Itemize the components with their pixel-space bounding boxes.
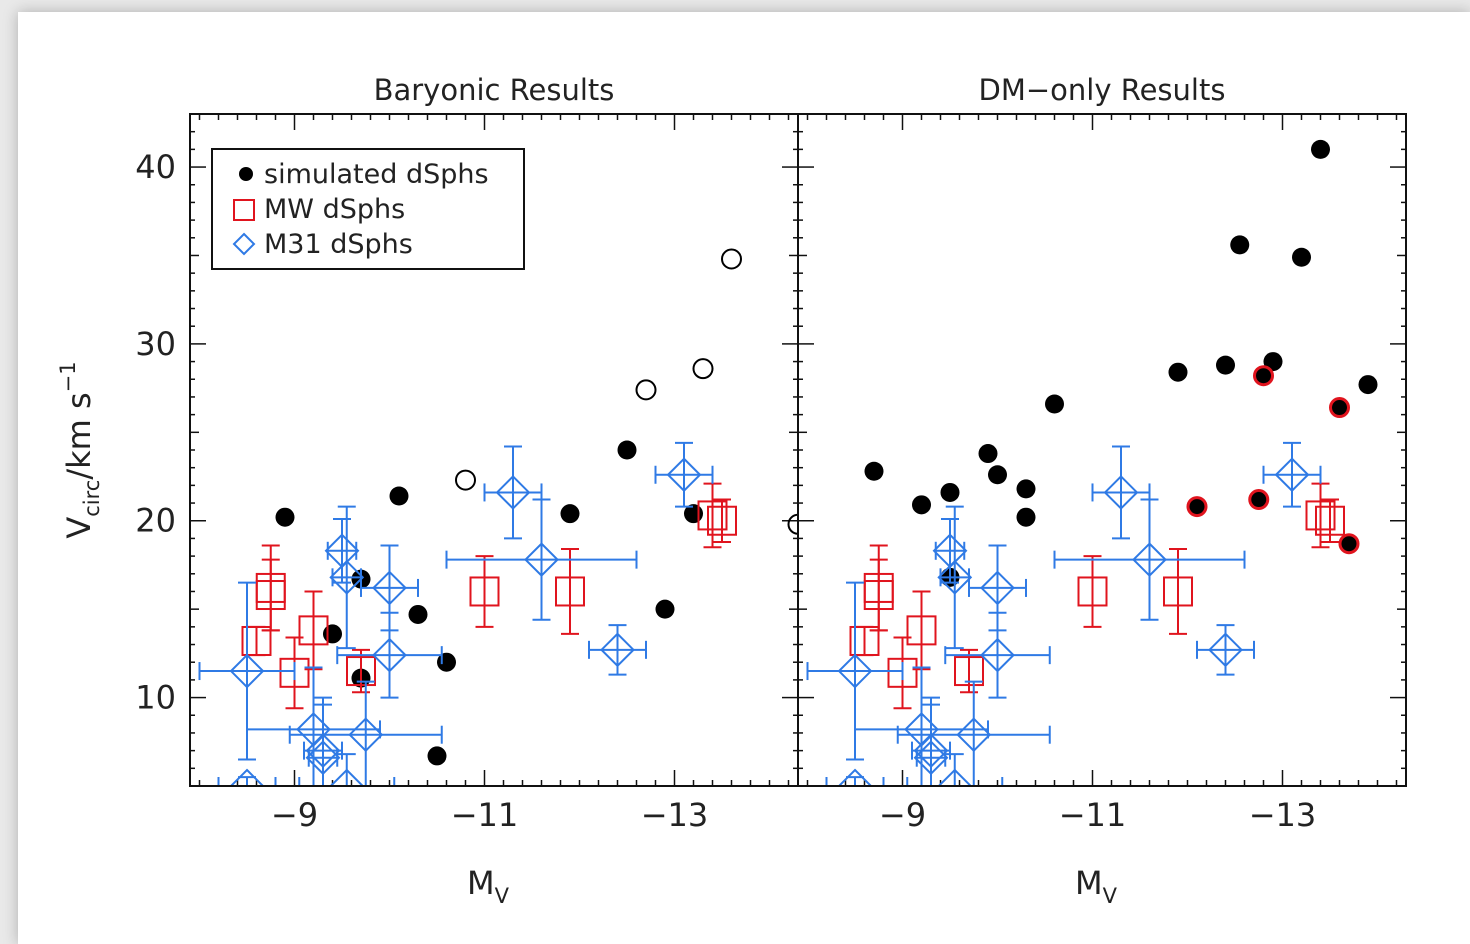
panel-dm-only-plot-area <box>808 140 1378 818</box>
m31-dsph-point <box>939 507 971 648</box>
mw-dsph-point <box>865 560 893 631</box>
m31-dsph-point <box>447 500 637 620</box>
simulated-dsph-point <box>1311 140 1330 159</box>
m31-dsph-point <box>915 705 947 811</box>
open-circle-point <box>694 359 713 378</box>
x-axis-label-right-sub: V <box>1103 884 1118 908</box>
x-axis-label-right: MV <box>1075 864 1118 908</box>
ytick-label: 40 <box>135 148 176 186</box>
panel1-xtick-label: −9 <box>879 796 926 834</box>
figure-frame: Baryonic Results DM−only Results Vcirc/k… <box>18 12 1470 944</box>
simulated-dsph-point <box>428 746 447 765</box>
simulated-dsph-point <box>276 508 295 527</box>
simulated-dsph-point <box>941 483 960 502</box>
open-circle-point <box>456 471 475 490</box>
y-axis-label-sub: circ <box>80 480 104 517</box>
panel-title-dm-only: DM−only Results <box>979 73 1226 107</box>
red-edged-point <box>1340 535 1358 553</box>
simulated-dsph-point <box>865 462 884 481</box>
simulated-dsph-point <box>1169 363 1188 382</box>
x-axis-label-left-main: M <box>467 864 495 902</box>
simulated-dsph-point <box>1359 375 1378 394</box>
y-axis-label: Vcirc/km s−1 <box>56 361 104 538</box>
mw-dsph-point <box>955 650 983 692</box>
simulated-dsph-point <box>1216 356 1235 375</box>
mw-dsph-point <box>1079 556 1107 627</box>
open-circle-point <box>637 380 656 399</box>
simulated-dsph-point <box>656 600 675 619</box>
simulated-dsph-point <box>323 624 342 643</box>
panel0-xtick-label: −9 <box>271 796 318 834</box>
mw-dsph-point <box>556 549 584 634</box>
mw-dsph-point <box>1164 549 1192 634</box>
mw-dsph-point <box>300 591 328 669</box>
simulated-dsph-point <box>979 444 998 463</box>
simulated-dsph-point <box>1292 248 1311 267</box>
legend-label-mw: MW dSphs <box>264 194 405 225</box>
simulated-dsph-point <box>561 504 580 523</box>
x-axis-label-left: MV <box>467 864 510 908</box>
panel1-xtick-label: −13 <box>1249 796 1317 834</box>
mw-dsph-point <box>347 650 375 692</box>
simulated-dsph-point <box>1045 395 1064 414</box>
mw-dsph-point <box>471 556 499 627</box>
legend-filled-circle-marker <box>239 167 253 181</box>
mw-dsph-point <box>257 560 285 631</box>
open-circle-point <box>722 250 741 269</box>
m31-dsph-point <box>589 625 646 675</box>
red-edged-point <box>1250 491 1268 509</box>
dsph-vcirc-chart: Baryonic Results DM−only Results Vcirc/k… <box>18 12 1470 944</box>
m31-dsph-point <box>1055 500 1245 620</box>
m31-dsph-point <box>1197 625 1254 675</box>
simulated-dsph-point <box>1230 235 1249 254</box>
x-axis-label-left-sub: V <box>495 884 510 908</box>
simulated-dsph-point <box>390 486 409 505</box>
m31-dsph-point <box>656 443 713 507</box>
m31-dsph-point <box>307 705 339 811</box>
red-edged-point <box>1255 367 1273 385</box>
panel0-xtick-label: −13 <box>641 796 709 834</box>
m31-dsph-point <box>1264 443 1321 507</box>
ytick-label: 20 <box>135 502 176 540</box>
m31-dsph-point <box>1093 446 1150 538</box>
red-edged-point <box>1331 399 1349 417</box>
simulated-dsph-point <box>1017 508 1036 527</box>
m31-dsph-point <box>485 446 542 538</box>
panel1-xtick-label: −11 <box>1059 796 1127 834</box>
legend: simulated dSphs MW dSphs M31 dSphs <box>212 149 524 269</box>
y-axis-label-rest: /km s <box>60 392 98 479</box>
red-edged-point <box>1188 498 1206 516</box>
m31-dsph-point <box>326 519 358 583</box>
legend-label-m31: M31 dSphs <box>264 229 413 260</box>
mw-dsph-point <box>908 591 936 669</box>
legend-label-simulated: simulated dSphs <box>264 159 489 190</box>
m31-dsph-point <box>934 519 966 583</box>
y-axis-label-main: V <box>60 517 98 539</box>
simulated-dsph-point <box>912 495 931 514</box>
simulated-dsph-point <box>618 441 637 460</box>
panel-baryonic-plot-area <box>200 250 808 818</box>
ytick-label: 30 <box>135 325 176 363</box>
simulated-dsph-point <box>409 605 428 624</box>
y-axis-label-sup: −1 <box>56 361 80 392</box>
x-axis-label-right-main: M <box>1075 864 1103 902</box>
panel0-xtick-label: −11 <box>451 796 519 834</box>
ytick-label: 10 <box>135 679 176 717</box>
panel-title-baryonic: Baryonic Results <box>374 73 615 107</box>
simulated-dsph-point <box>988 465 1007 484</box>
simulated-dsph-point <box>1017 479 1036 498</box>
